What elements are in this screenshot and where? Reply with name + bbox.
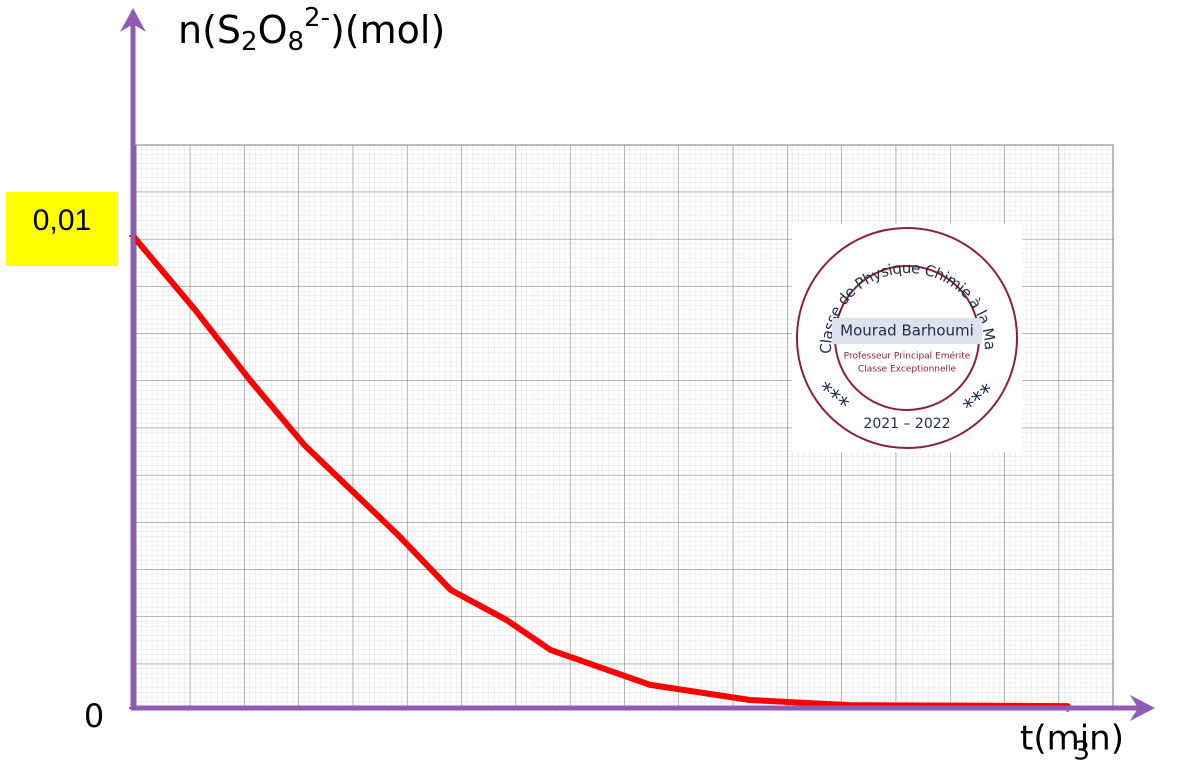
chart: n(S2O82-)(mol) t(min) Ma Classe de Physi… bbox=[0, 0, 1190, 764]
label-part: 2- bbox=[304, 3, 330, 33]
y-axis-label: n(S2O82-)(mol) bbox=[178, 3, 445, 57]
label-part: n(S bbox=[178, 8, 241, 52]
label-part: 2 bbox=[241, 27, 258, 57]
stamp-name: Mourad Barhoumi bbox=[840, 322, 974, 340]
stamp-line: Classe Exceptionnelle bbox=[858, 365, 957, 375]
x-tick-label: 3 bbox=[1073, 737, 1090, 764]
stamp-years: 2021 – 2022 bbox=[863, 416, 950, 432]
y-tick-label: 0,01 bbox=[33, 204, 91, 237]
stamp-line: Professeur Principal Emérite bbox=[844, 351, 971, 362]
x-axis-label: t(min) bbox=[1020, 719, 1124, 759]
label-part: O bbox=[258, 8, 288, 52]
label-part: 8 bbox=[288, 27, 305, 57]
label-part: )(mol) bbox=[330, 8, 445, 52]
y-tick-label: 0 bbox=[84, 697, 104, 735]
